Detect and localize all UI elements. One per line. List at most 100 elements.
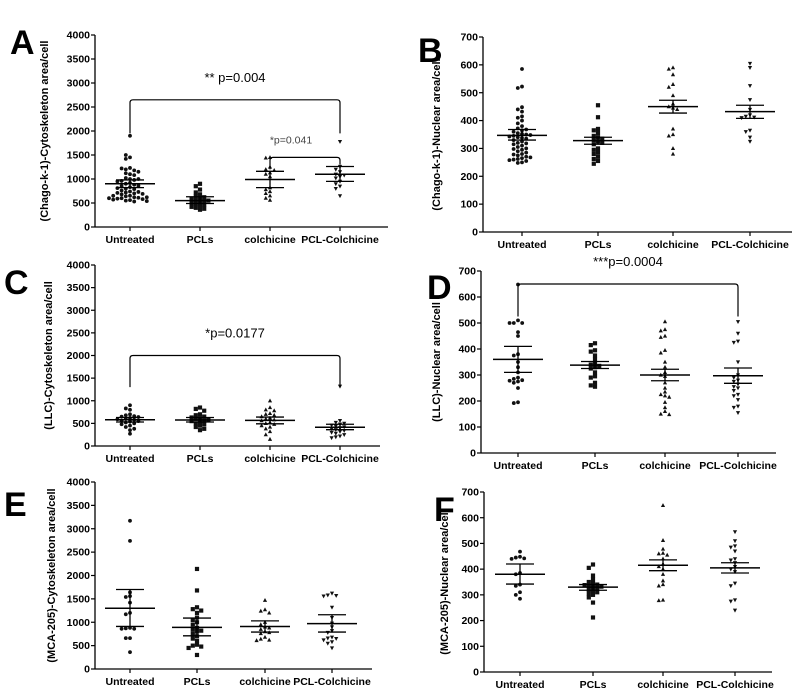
- x-category-label: Untreated: [495, 679, 544, 691]
- y-tick-label: 600: [460, 59, 478, 71]
- data-point-square: [591, 161, 596, 166]
- y-tick-label: 4000: [67, 30, 91, 42]
- data-point-circle: [511, 129, 516, 134]
- data-point-circle: [509, 556, 514, 561]
- data-point-circle: [123, 595, 128, 599]
- data-point-triangle-up: [267, 398, 273, 403]
- y-tick-label: 3500: [67, 54, 91, 66]
- data-point-triangle-up: [272, 412, 277, 417]
- series-pcls: [175, 405, 225, 433]
- data-point-triangle-down: [735, 386, 741, 391]
- data-point-circle: [515, 149, 520, 154]
- data-point-square: [588, 349, 593, 354]
- data-point-circle: [515, 115, 520, 120]
- data-point-square: [197, 192, 203, 197]
- data-point-triangle-up: [656, 598, 661, 603]
- data-point-square: [595, 150, 601, 155]
- data-point-triangle-up: [662, 400, 668, 404]
- panel-letter: E: [4, 486, 27, 524]
- data-point-circle: [515, 145, 520, 149]
- data-point-square: [595, 126, 601, 132]
- x-category-label: PCLs: [187, 453, 214, 465]
- y-tick-label: 100: [458, 422, 476, 434]
- y-tick-label: 300: [461, 589, 479, 601]
- x-category-label: Untreated: [105, 453, 154, 465]
- data-point-square: [202, 206, 207, 211]
- x-category-label: PCL-Colchicine: [301, 234, 379, 246]
- y-tick-label: 2000: [67, 350, 91, 362]
- data-point-circle: [507, 158, 512, 163]
- data-point-square: [190, 627, 195, 632]
- y-tick-label: 300: [458, 370, 476, 382]
- data-point-circle: [123, 626, 128, 631]
- data-point-circle: [128, 650, 132, 655]
- y-tick-label: 700: [461, 487, 479, 499]
- data-point-triangle-up: [656, 564, 661, 569]
- data-point-circle: [511, 401, 516, 405]
- data-point-triangle-up: [262, 634, 268, 639]
- data-point-square: [600, 136, 605, 141]
- data-point-triangle-up: [670, 65, 676, 70]
- data-point-triangle-up: [267, 197, 273, 202]
- data-point-triangle-up: [666, 66, 671, 71]
- data-point-square: [193, 413, 198, 418]
- data-point-triangle-up: [670, 93, 676, 98]
- y-tick-label: 0: [84, 441, 90, 453]
- data-point-square: [194, 610, 200, 615]
- data-point-square: [591, 133, 596, 138]
- data-point-triangle-up: [660, 597, 666, 602]
- x-category-label: PCL-Colchicine: [293, 676, 371, 688]
- x-category-label: PCLs: [585, 239, 612, 251]
- data-point-square: [590, 577, 596, 582]
- data-point-triangle-down: [728, 545, 733, 550]
- data-point-circle: [128, 193, 132, 198]
- data-point-triangle-down: [329, 605, 335, 610]
- data-point-square: [199, 608, 204, 613]
- series-untreated: [495, 549, 545, 601]
- series-untreated: [105, 518, 155, 655]
- data-point-triangle-down: [735, 404, 741, 409]
- y-tick-label: 700: [458, 266, 476, 278]
- series-pcls: [573, 103, 623, 166]
- data-point-circle: [511, 142, 516, 147]
- data-point-circle: [511, 353, 516, 358]
- data-point-square: [197, 423, 203, 428]
- data-point-triangle-down: [731, 340, 736, 345]
- panel-a: A 0 500 1000 1500 2000 2500 3000 3500 4000 (Chago-…: [10, 24, 388, 246]
- data-point-circle: [520, 147, 524, 152]
- data-point-triangle-down: [337, 434, 343, 439]
- y-tick-label: 100: [460, 199, 478, 211]
- data-point-triangle-up: [263, 155, 268, 160]
- data-point-circle: [128, 423, 132, 428]
- data-point-circle: [515, 107, 520, 112]
- data-point-square: [586, 579, 591, 585]
- y-tick-label: 0: [470, 448, 476, 460]
- data-point-square: [194, 642, 200, 647]
- panel-d: D 0 100 200 300 400 500 600 700 (LLC)-Nuclear are…: [427, 254, 777, 472]
- data-point-triangle-up: [670, 151, 676, 156]
- data-point-circle: [515, 140, 520, 145]
- data-point-triangle-up: [254, 638, 259, 643]
- y-tick-label: 200: [458, 396, 476, 408]
- data-point-square: [189, 197, 194, 202]
- y-axis-title: (MCA-205)-Nuclear area/cell: [439, 509, 451, 655]
- data-point-circle: [511, 147, 516, 151]
- data-point-triangle-down: [329, 591, 335, 596]
- data-point-square: [595, 586, 600, 591]
- data-point-triangle-up: [258, 631, 263, 636]
- data-point-circle: [515, 161, 520, 165]
- data-point-square: [193, 184, 198, 189]
- y-tick-label: 1000: [67, 617, 91, 629]
- data-point-triangle-down: [321, 594, 326, 599]
- data-point-circle: [128, 155, 132, 160]
- y-axis-title: (Chago-k-1)-Cytoskeleton area/cell: [39, 41, 51, 222]
- data-point-circle: [132, 195, 137, 200]
- y-tick-label: 2000: [67, 570, 91, 582]
- data-point-triangle-down: [731, 379, 736, 384]
- y-axis-title: (LLC)-Cytoskeleton area/cell: [43, 281, 55, 430]
- data-point-square: [586, 583, 591, 588]
- series-pcls: [570, 341, 620, 389]
- series-untreated: [493, 282, 543, 405]
- data-point-triangle-down: [728, 558, 733, 563]
- data-point-triangle-down: [329, 640, 335, 645]
